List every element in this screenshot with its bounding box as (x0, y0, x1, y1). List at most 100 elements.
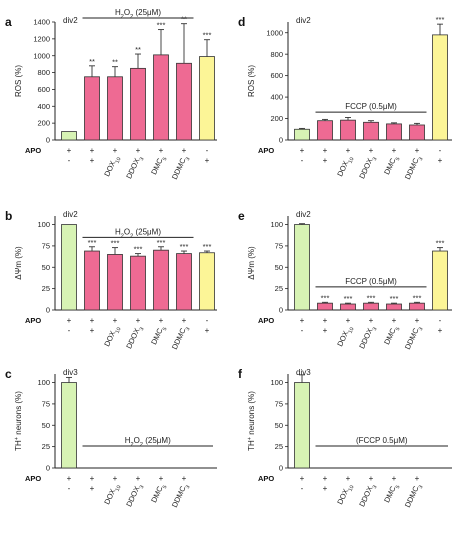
apo-sign: + (415, 316, 420, 325)
y-tick-label: 600 (37, 85, 50, 94)
apo-sign: + (159, 474, 164, 483)
apo-sign: + (67, 146, 72, 155)
panel-letter: a (5, 15, 12, 29)
y-axis-label: ROS (%) (247, 65, 256, 97)
y-tick-label: 50 (42, 421, 50, 430)
treatment-label: FCCP (0.5μM) (345, 102, 397, 111)
apo-sign: + (67, 316, 72, 325)
y-tick-label: 75 (275, 242, 283, 251)
significance-label: *** (321, 293, 330, 302)
y-tick-label: 75 (42, 400, 50, 409)
category-label: DOX10 (335, 482, 355, 507)
significance-label: *** (203, 31, 212, 40)
apo-sign: + (392, 474, 397, 483)
panel-letter: d (238, 15, 245, 29)
apo-sign: - (439, 146, 442, 155)
y-tick-label: 50 (275, 263, 283, 272)
treatment-label: H2O2 (25μM) (125, 436, 171, 448)
y-tick-label: 1200 (33, 34, 50, 43)
treatment-sign: + (90, 326, 95, 335)
y-tick-label: 200 (37, 119, 50, 128)
panel-b: b div2 0 25 50 75 100 ΔΨm (%) *** *** *** *** *** ***… (5, 209, 217, 351)
treatment-sign: + (90, 484, 95, 493)
apo-sign: + (136, 146, 141, 155)
y-axis-label: ΔΨm (%) (247, 246, 256, 280)
category-label: DDOX3 (124, 154, 145, 181)
y-tick-label: 400 (270, 93, 283, 102)
bar (61, 131, 77, 141)
div-label: div2 (63, 16, 78, 25)
category-label: DDOX3 (357, 324, 378, 351)
y-tick-label: 25 (42, 442, 50, 451)
div-label: div2 (296, 16, 311, 25)
category-label: DMC5 (149, 324, 168, 347)
treatment-sign: + (90, 156, 95, 165)
bar (294, 128, 310, 141)
significance-label: ** (181, 15, 187, 24)
significance-label: *** (344, 294, 353, 303)
apo-sign: + (392, 316, 397, 325)
apo-row-label: APO (25, 146, 41, 155)
category-label: DOX10 (335, 324, 355, 349)
significance-label: *** (111, 239, 120, 248)
category-label: DMC5 (382, 154, 401, 177)
div-label: div2 (63, 210, 78, 219)
y-tick-label: 1000 (33, 51, 50, 60)
apo-sign: + (182, 474, 187, 483)
apo-sign: + (90, 316, 95, 325)
treatment-sign: - (301, 156, 304, 165)
treatment-sign: - (68, 484, 71, 493)
category-label: DDOX3 (357, 482, 378, 509)
treatment-sign: + (205, 326, 210, 335)
category-label: DOX10 (102, 482, 122, 507)
bar (317, 120, 333, 141)
y-axis-label: TH+ neurons (%) (14, 391, 23, 451)
bar (176, 62, 192, 141)
y-tick-label: 75 (42, 242, 50, 251)
apo-sign: + (323, 316, 328, 325)
panel-f: f div3 0 25 50 75 100 TH+ neurons (%) (FCCP 0.5μ… (238, 367, 452, 509)
apo-sign: - (439, 316, 442, 325)
treatment-label: H2O2 (25μM) (115, 8, 161, 20)
panel-letter: b (5, 209, 12, 223)
significance-label: ** (112, 58, 118, 67)
y-axis-label: ΔΨm (%) (14, 246, 23, 280)
bar (317, 302, 333, 311)
significance-label: ** (89, 57, 95, 66)
apo-sign: + (300, 474, 305, 483)
bar (153, 54, 169, 141)
y-tick-label: 1400 (33, 18, 50, 27)
y-tick-label: 100 (37, 220, 50, 229)
apo-sign: + (369, 146, 374, 155)
significance-label: *** (180, 242, 189, 251)
y-tick-label: 0 (279, 136, 283, 145)
y-tick-label: 200 (270, 114, 283, 123)
bar (340, 119, 356, 141)
treatment-sign: - (68, 156, 71, 165)
treatment-sign: + (323, 326, 328, 335)
apo-row-label: APO (25, 474, 41, 483)
bar (294, 382, 310, 469)
significance-label: ** (135, 45, 141, 54)
category-label: DOX10 (102, 324, 122, 349)
bar (294, 224, 310, 311)
y-tick-label: 100 (270, 220, 283, 229)
panel-c: c div3 0 25 50 75 100 TH+ neurons (%) H2O2 (25μM… (5, 367, 217, 509)
apo-sign: + (113, 146, 118, 155)
apo-row-label: APO (258, 474, 274, 483)
bar (130, 255, 146, 311)
bar (84, 76, 100, 141)
bar (409, 124, 425, 141)
bar (199, 56, 215, 141)
category-label: DMC5 (149, 154, 168, 177)
bar (176, 253, 192, 311)
panel-letter: f (238, 367, 243, 381)
apo-sign: + (182, 316, 187, 325)
apo-row-label: APO (258, 146, 274, 155)
y-tick-label: 25 (275, 442, 283, 451)
category-label: DDOX3 (124, 482, 145, 509)
apo-sign: + (415, 146, 420, 155)
apo-sign: + (300, 146, 305, 155)
div-label: div2 (296, 210, 311, 219)
bar (340, 303, 356, 311)
